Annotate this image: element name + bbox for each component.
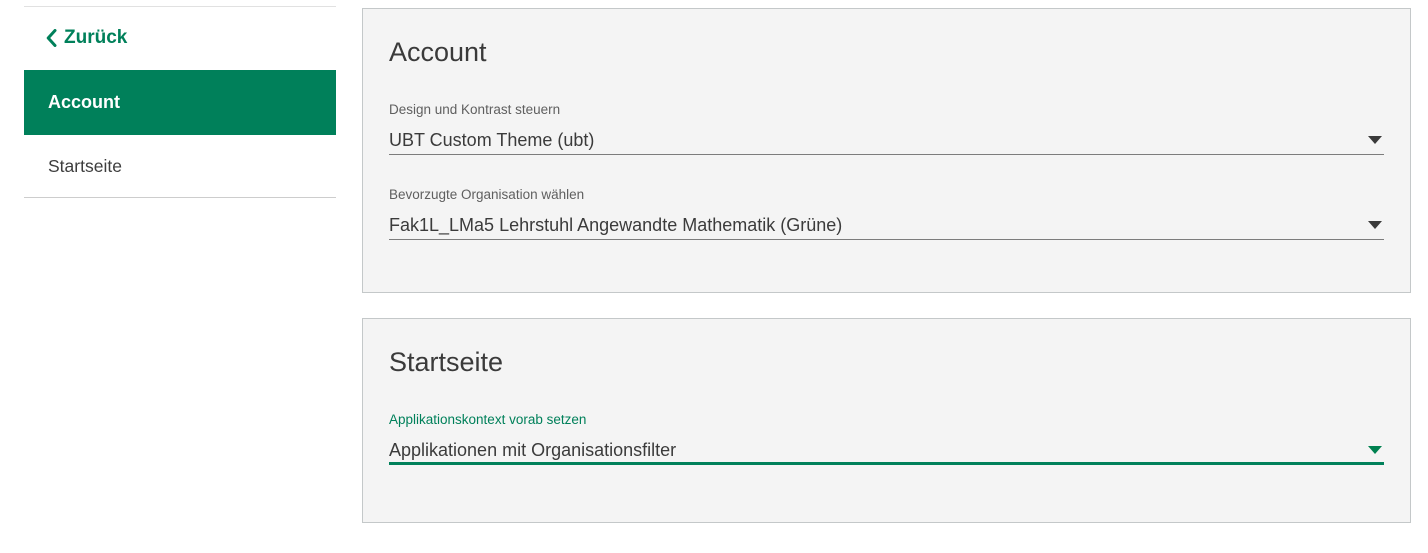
field-label: Design und Kontrast steuern — [389, 102, 561, 117]
sidebar-top-divider — [24, 6, 336, 7]
theme-select-value: UBT Custom Theme (ubt) — [389, 130, 595, 150]
caret-down-icon — [1368, 446, 1382, 454]
caret-down-icon — [1368, 221, 1382, 229]
field-label: Bevorzugte Organisation wählen — [389, 187, 585, 202]
sidebar-item-label: Account — [48, 92, 120, 112]
organisation-select-value: Fak1L_LMa5 Lehrstuhl Angewandte Mathemat… — [389, 215, 843, 235]
theme-select[interactable]: UBT Custom Theme (ubt) — [389, 128, 1384, 155]
sidebar: Zurück Account Startseite — [0, 0, 336, 553]
application-context-select-value: Applikationen mit Organisationsfilter — [389, 440, 677, 460]
application-context-select[interactable]: Applikationen mit Organisationsfilter — [389, 438, 1384, 465]
field-label: Applikationskontext vorab setzen — [389, 412, 587, 427]
startseite-settings-card: Startseite Applikationskontext vorab set… — [362, 318, 1411, 523]
caret-down-icon — [1368, 136, 1382, 144]
organisation-select[interactable]: Fak1L_LMa5 Lehrstuhl Angewandte Mathemat… — [389, 213, 1384, 240]
back-link[interactable]: Zurück — [46, 27, 127, 49]
back-link-label: Zurück — [64, 27, 128, 48]
card-title-startseite: Startseite — [389, 347, 504, 377]
sidebar-item-startseite[interactable]: Startseite — [24, 135, 336, 198]
chevron-left-icon — [46, 29, 57, 47]
sidebar-item-account[interactable]: Account — [24, 70, 336, 135]
sidebar-item-label: Startseite — [48, 156, 122, 176]
card-title-account: Account — [389, 37, 487, 67]
field-application-context: Applikationskontext vorab setzen Applika… — [389, 412, 1384, 465]
account-settings-card: Account Design und Kontrast steuern UBT … — [362, 8, 1411, 293]
field-design-theme: Design und Kontrast steuern UBT Custom T… — [389, 102, 1384, 155]
field-preferred-organisation: Bevorzugte Organisation wählen Fak1L_LMa… — [389, 187, 1384, 240]
